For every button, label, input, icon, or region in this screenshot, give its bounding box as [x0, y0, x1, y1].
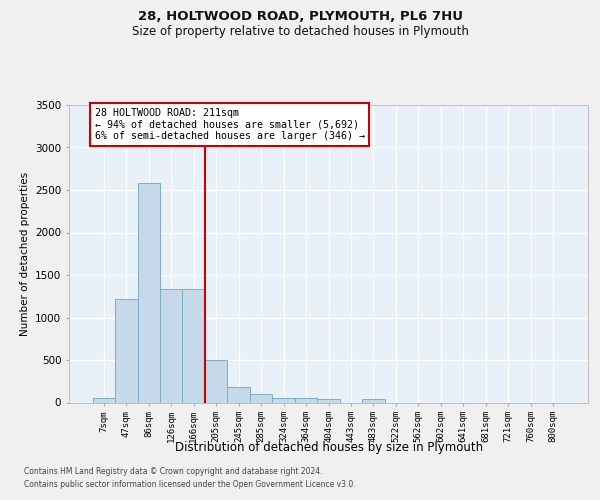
Bar	[227, 387, 250, 402]
Text: 28, HOLTWOOD ROAD, PLYMOUTH, PL6 7HU: 28, HOLTWOOD ROAD, PLYMOUTH, PL6 7HU	[137, 10, 463, 23]
Bar	[160, 288, 182, 403]
Bar	[115, 299, 137, 403]
Text: Contains public sector information licensed under the Open Government Licence v3: Contains public sector information licen…	[24, 480, 356, 489]
Bar	[272, 398, 295, 402]
Text: Distribution of detached houses by size in Plymouth: Distribution of detached houses by size …	[175, 441, 483, 454]
Text: Size of property relative to detached houses in Plymouth: Size of property relative to detached ho…	[131, 25, 469, 38]
Y-axis label: Number of detached properties: Number of detached properties	[20, 172, 29, 336]
Text: Contains HM Land Registry data © Crown copyright and database right 2024.: Contains HM Land Registry data © Crown c…	[24, 467, 323, 476]
Bar	[92, 398, 115, 402]
Bar	[205, 360, 227, 403]
Bar	[250, 394, 272, 402]
Text: 28 HOLTWOOD ROAD: 211sqm
← 94% of detached houses are smaller (5,692)
6% of semi: 28 HOLTWOOD ROAD: 211sqm ← 94% of detach…	[95, 108, 365, 141]
Bar	[295, 398, 317, 402]
Bar	[317, 399, 340, 402]
Bar	[182, 290, 205, 403]
Bar	[137, 183, 160, 402]
Bar	[362, 399, 385, 402]
